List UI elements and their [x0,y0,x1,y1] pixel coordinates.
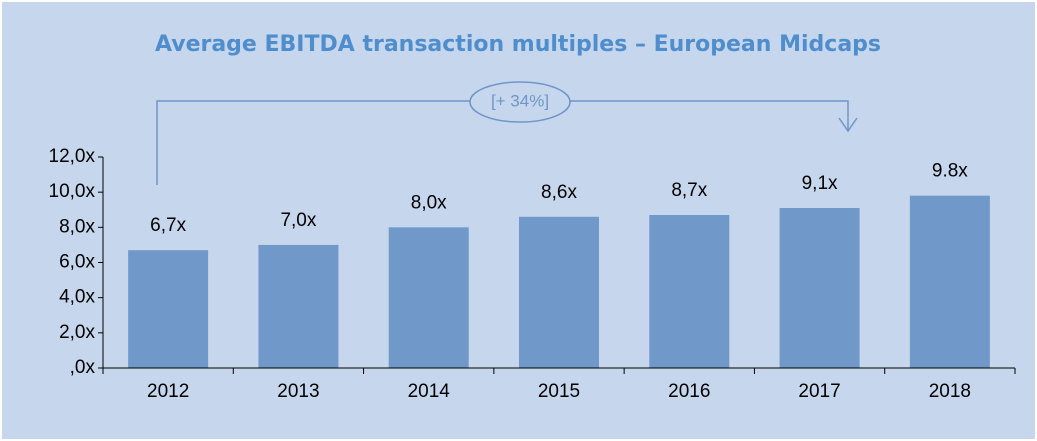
y-tick-label: 4,0x [59,287,95,308]
x-tick-label: 2014 [408,381,451,402]
data-label: 8,6x [541,182,577,203]
y-tick-label: ,0x [70,357,96,378]
x-tick-label: 2012 [147,381,189,402]
data-label: 8,0x [411,192,447,213]
data-label: 8,7x [671,180,707,201]
data-label: 6,7x [150,215,186,236]
bar [519,216,599,368]
chart-title: Average EBITDA transaction multiples – E… [155,32,881,57]
annotation: [+ 34%] [491,91,549,110]
bar [649,215,730,368]
x-tick-label: 2016 [668,381,710,402]
bar [779,207,860,368]
x-tick-label: 2015 [538,381,580,402]
bracket-arrow [838,117,858,133]
annotation-bracket [156,81,858,185]
y-tick-label: 10,0x [49,181,96,202]
x-tick-label: 2013 [277,381,319,402]
x-tick-label: 2017 [798,381,840,402]
bar [388,227,469,368]
y-tick-label: 12,0x [49,146,96,167]
data-label: 9.8x [932,161,968,182]
bar [909,195,990,368]
x-tick-label: 2018 [929,381,971,402]
y-tick-label: 8,0x [59,216,95,237]
data-label: 7,0x [280,210,316,231]
y-tick-label: 6,0x [59,252,95,273]
y-tick-label: 2,0x [59,322,95,343]
annotation-ellipse [469,81,571,123]
bar [258,244,339,368]
data-label: 9,1x [802,173,838,194]
bar [128,250,209,368]
